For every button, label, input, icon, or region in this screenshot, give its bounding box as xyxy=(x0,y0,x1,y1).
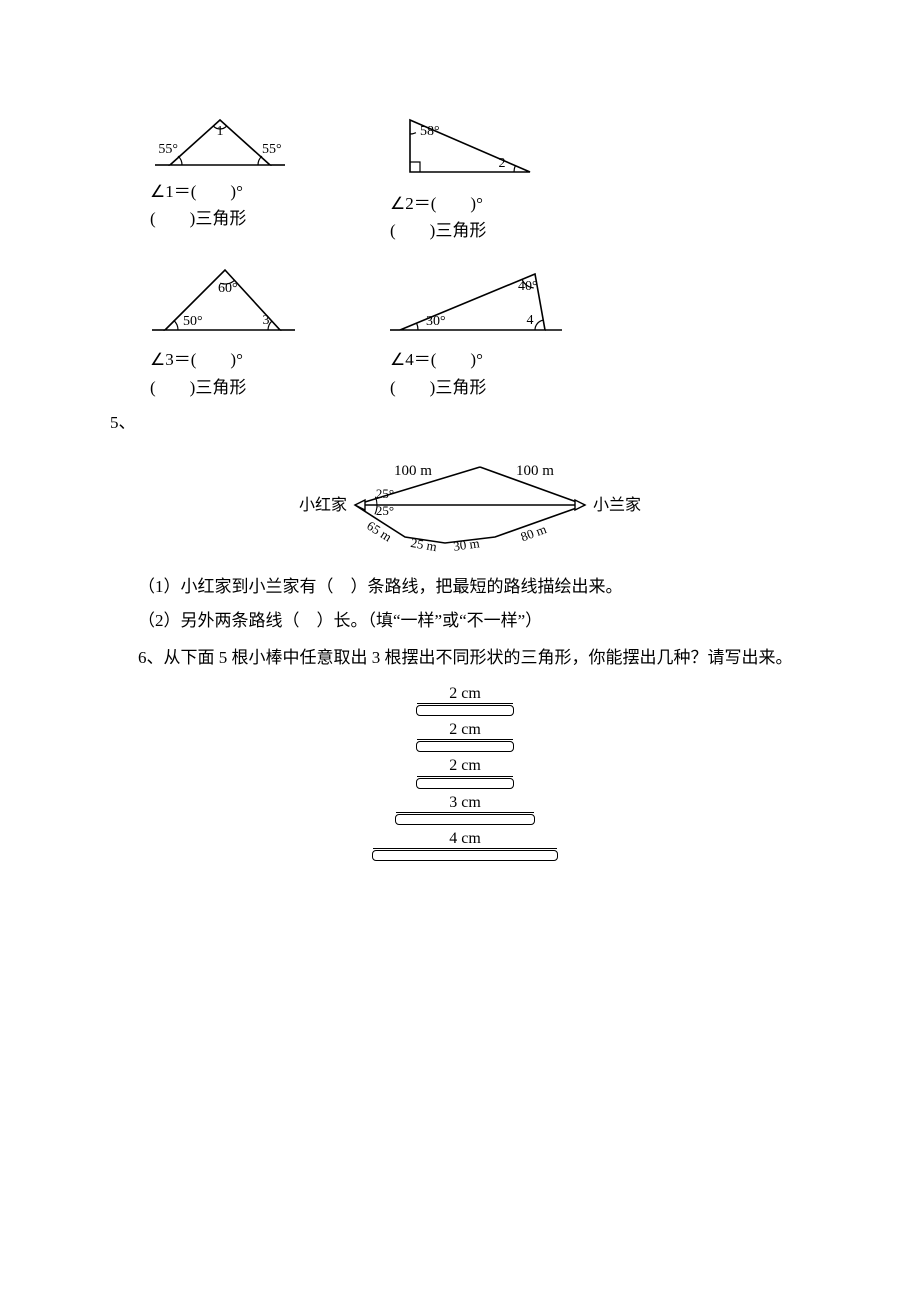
blank[interactable] xyxy=(196,182,230,201)
triangle-1: 55° 55° 1 ∠1＝( )° ( )三角形 xyxy=(150,110,390,244)
stick-label: 4 cm xyxy=(372,829,558,848)
stick-bar xyxy=(416,741,514,752)
q5-line-1: （1）小红家到小兰家有（ ）条路线，把最短的路线描绘出来。 xyxy=(138,571,800,603)
svg-text:55°: 55° xyxy=(262,142,282,157)
sticks-figure: 2 cm 2 cm 2 cm 3 cm 4 cm xyxy=(130,684,800,861)
stick-item: 4 cm xyxy=(372,829,558,861)
stick-item: 3 cm xyxy=(395,793,535,825)
stick-item: 2 cm xyxy=(416,756,514,788)
type-3-post: )三角形 xyxy=(190,378,247,397)
svg-text:50°: 50° xyxy=(183,314,203,329)
triangle-2-figure: 58° 2 xyxy=(390,110,550,188)
svg-text:25°: 25° xyxy=(376,486,394,501)
svg-text:2: 2 xyxy=(499,156,506,171)
stick-label: 2 cm xyxy=(416,720,514,739)
svg-text:4: 4 xyxy=(527,313,534,328)
svg-text:60°: 60° xyxy=(218,281,238,296)
svg-text:小兰家: 小兰家 xyxy=(593,496,641,514)
stick-item: 2 cm xyxy=(416,684,514,716)
blank[interactable] xyxy=(156,378,190,397)
q5-line-2: （2）另外两条路线（ ）长。（填“一样”或“不一样”） xyxy=(138,605,800,637)
svg-text:3: 3 xyxy=(263,313,270,328)
svg-text:65 m: 65 m xyxy=(364,518,394,545)
angle-3-post: )° xyxy=(230,350,242,369)
svg-text:小红家: 小红家 xyxy=(299,496,347,514)
angle-2-post: )° xyxy=(470,194,482,213)
angle-1-pre: ∠1＝( xyxy=(150,182,196,201)
type-1-line: ( )三角形 xyxy=(150,205,390,232)
triangle-3-figure: 50° 60° 3 xyxy=(150,262,300,344)
q5-number: 5、 xyxy=(110,407,800,439)
type-4-line: ( )三角形 xyxy=(390,374,630,401)
type-1-post: )三角形 xyxy=(190,209,247,228)
type-2-post: )三角形 xyxy=(430,221,487,240)
blank[interactable] xyxy=(196,350,230,369)
stick-bar xyxy=(395,814,535,825)
angle-4-line: ∠4＝( )° xyxy=(390,346,630,373)
triangle-1-figure: 55° 55° 1 xyxy=(150,110,290,176)
angle-4-pre: ∠4＝( xyxy=(390,350,436,369)
triangle-4-figure: 30° 40° 4 xyxy=(390,262,570,344)
triangle-2: 58° 2 ∠2＝( )° ( )三角形 xyxy=(390,110,630,244)
q5-route-diagram: 小红家小兰家100 m100 m25°25°65 m25 m30 m80 m xyxy=(285,445,645,565)
svg-text:55°: 55° xyxy=(158,142,178,157)
blank[interactable] xyxy=(396,378,430,397)
blank[interactable] xyxy=(436,350,470,369)
blank[interactable] xyxy=(396,221,430,240)
svg-text:58°: 58° xyxy=(420,124,440,139)
stick-item: 2 cm xyxy=(416,720,514,752)
svg-text:80 m: 80 m xyxy=(519,521,549,544)
worksheet-page: 55° 55° 1 ∠1＝( )° ( )三角形 58° 2 ∠2＝( )° ( )三… xyxy=(0,0,920,901)
angle-3-pre: ∠3＝( xyxy=(150,350,196,369)
triangle-3: 50° 60° 3 ∠3＝( )° ( )三角形 xyxy=(150,262,390,400)
q5-figure-wrap: 小红家小兰家100 m100 m25°25°65 m25 m30 m80 m xyxy=(130,445,800,565)
angle-2-pre: ∠2＝( xyxy=(390,194,436,213)
svg-text:25°: 25° xyxy=(376,503,394,518)
stick-label: 3 cm xyxy=(395,793,535,812)
angle-2-line: ∠2＝( )° xyxy=(390,190,630,217)
q6-text: 6、从下面 5 根小棒中任意取出 3 根摆出不同形状的三角形，你能摆出几种？请写… xyxy=(138,642,800,674)
svg-text:100 m: 100 m xyxy=(394,463,432,479)
triangle-problems-grid: 55° 55° 1 ∠1＝( )° ( )三角形 58° 2 ∠2＝( )° ( )三… xyxy=(150,110,800,401)
type-3-line: ( )三角形 xyxy=(150,374,390,401)
svg-text:30°: 30° xyxy=(426,314,446,329)
angle-1-post: )° xyxy=(230,182,242,201)
stick-label: 2 cm xyxy=(416,756,514,775)
svg-text:25 m: 25 m xyxy=(409,535,438,554)
svg-text:40°: 40° xyxy=(518,279,538,294)
type-2-line: ( )三角形 xyxy=(390,217,630,244)
svg-text:100 m: 100 m xyxy=(516,463,554,479)
stick-bar xyxy=(416,778,514,789)
stick-label: 2 cm xyxy=(416,684,514,703)
svg-text:30 m: 30 m xyxy=(452,535,480,554)
svg-text:1: 1 xyxy=(217,124,224,139)
angle-1-line: ∠1＝( )° xyxy=(150,178,390,205)
type-4-post: )三角形 xyxy=(430,378,487,397)
angle-4-post: )° xyxy=(470,350,482,369)
triangle-4: 30° 40° 4 ∠4＝( )° ( )三角形 xyxy=(390,262,630,400)
angle-3-line: ∠3＝( )° xyxy=(150,346,390,373)
blank[interactable] xyxy=(436,194,470,213)
stick-bar xyxy=(416,705,514,716)
stick-bar xyxy=(372,850,558,861)
blank[interactable] xyxy=(156,209,190,228)
